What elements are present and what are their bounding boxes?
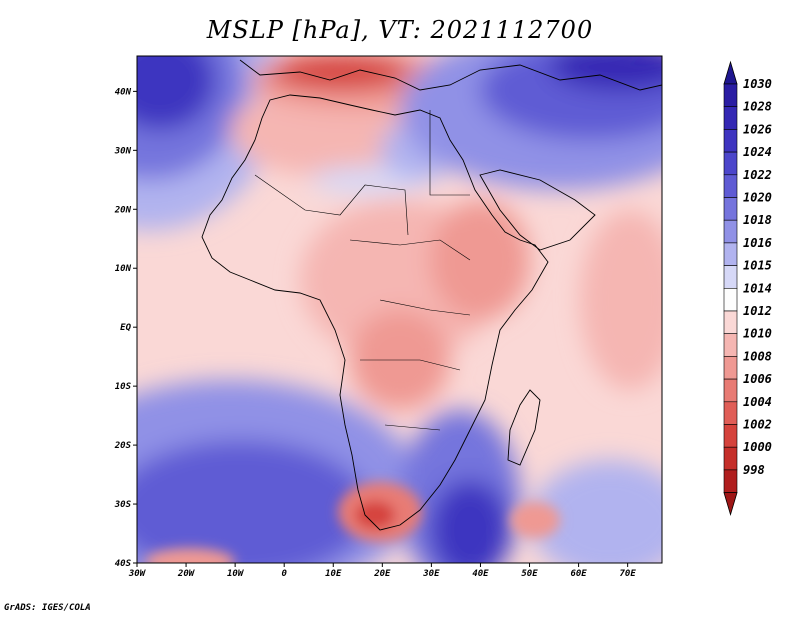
lat-tick-label: 30N bbox=[114, 146, 132, 156]
colorbar-swatch bbox=[723, 424, 738, 448]
colorbar-swatch bbox=[723, 401, 738, 425]
colorbar: 1030 1028 1026 1024 1022 1020 1018 1016 1015 1014… bbox=[723, 60, 772, 517]
lon-tick-label: 30E bbox=[422, 569, 440, 579]
lat-axis: 40N 30N 20N 10N EQ 10S 20S 30S 40S bbox=[114, 87, 137, 569]
colorbar-swatch bbox=[723, 197, 738, 221]
lat-tick-label: 40N bbox=[115, 87, 132, 97]
lon-tick-label: 30W bbox=[128, 569, 147, 579]
map-title: MSLP [hPa], VT: 2021112700 bbox=[206, 16, 594, 44]
colorbar-arrow-top bbox=[723, 60, 738, 85]
lon-tick-label: 10E bbox=[325, 569, 342, 579]
coastline bbox=[201, 94, 549, 531]
colorbar-label: 1000 bbox=[743, 440, 772, 454]
colorbar-swatch bbox=[723, 310, 738, 335]
lon-axis: 30W 20W 10W 0 10E 20E 30E 40E 50E 60E 70E bbox=[128, 563, 636, 579]
lon-tick-label: 0 bbox=[281, 569, 287, 579]
colorbar-swatch bbox=[723, 469, 738, 493]
colorbar-label: 1008 bbox=[743, 349, 772, 363]
colorbar-label: 1028 bbox=[743, 100, 772, 114]
borders bbox=[254, 110, 471, 431]
colorbar-swatch bbox=[723, 265, 738, 289]
arabia bbox=[479, 169, 596, 251]
colorbar-swatch bbox=[723, 333, 738, 357]
colorbar-label: 1030 bbox=[743, 77, 772, 91]
colorbar-swatch bbox=[723, 174, 738, 198]
lon-tick-label: 40E bbox=[472, 569, 489, 579]
colorbar-label: 1022 bbox=[743, 168, 772, 182]
colorbar-label: 1006 bbox=[743, 372, 772, 386]
europe-coast bbox=[239, 59, 662, 91]
colorbar-label: 1010 bbox=[743, 327, 772, 341]
colorbar-label: 1018 bbox=[743, 213, 772, 227]
colorbar-label: 1016 bbox=[743, 236, 772, 250]
colorbar-label: 1014 bbox=[743, 281, 772, 295]
lon-tick-label: 20E bbox=[373, 569, 391, 579]
madagascar bbox=[507, 389, 541, 466]
lat-tick-label: 20N bbox=[114, 205, 132, 215]
colorbar-label: 1015 bbox=[743, 259, 772, 273]
colorbar-swatch bbox=[723, 83, 738, 108]
lon-tick-label: 50E bbox=[521, 569, 538, 579]
colorbar-swatch bbox=[723, 446, 738, 471]
lat-tick-label: 10S bbox=[115, 382, 132, 392]
lat-tick-label: 40S bbox=[115, 559, 132, 569]
colorbar-swatch bbox=[723, 106, 738, 130]
colorbar-swatch bbox=[723, 219, 738, 244]
credit-text: GrADS: IGES/COLA bbox=[4, 603, 91, 613]
colorbar-swatch bbox=[723, 151, 738, 176]
colorbar-label: 1004 bbox=[743, 395, 772, 409]
lat-tick-label: 10N bbox=[115, 264, 132, 274]
colorbar-label: 998 bbox=[743, 463, 765, 477]
lat-tick-label: EQ bbox=[120, 323, 131, 333]
colorbar-label: 1024 bbox=[743, 145, 772, 159]
colorbar-label: 1020 bbox=[743, 191, 772, 205]
colorbar-swatch bbox=[723, 287, 738, 312]
lat-tick-label: 20S bbox=[114, 441, 132, 451]
colorbar-label: 1012 bbox=[743, 304, 772, 318]
lon-tick-label: 10W bbox=[227, 569, 245, 579]
pressure-field bbox=[137, 56, 662, 563]
map-frame bbox=[136, 55, 663, 564]
colorbar-label: 1026 bbox=[743, 122, 772, 136]
colorbar-swatch bbox=[723, 242, 738, 266]
colorbar-arrow-bottom bbox=[723, 492, 738, 517]
colorbar-swatch bbox=[723, 356, 738, 380]
lon-tick-label: 70E bbox=[620, 569, 637, 579]
colorbar-swatch bbox=[723, 129, 738, 153]
lon-tick-label: 20W bbox=[177, 569, 196, 579]
lon-tick-label: 60E bbox=[570, 569, 587, 579]
lat-tick-label: 30S bbox=[114, 500, 132, 510]
colorbar-label: 1002 bbox=[743, 418, 772, 432]
colorbar-swatch bbox=[723, 378, 738, 403]
